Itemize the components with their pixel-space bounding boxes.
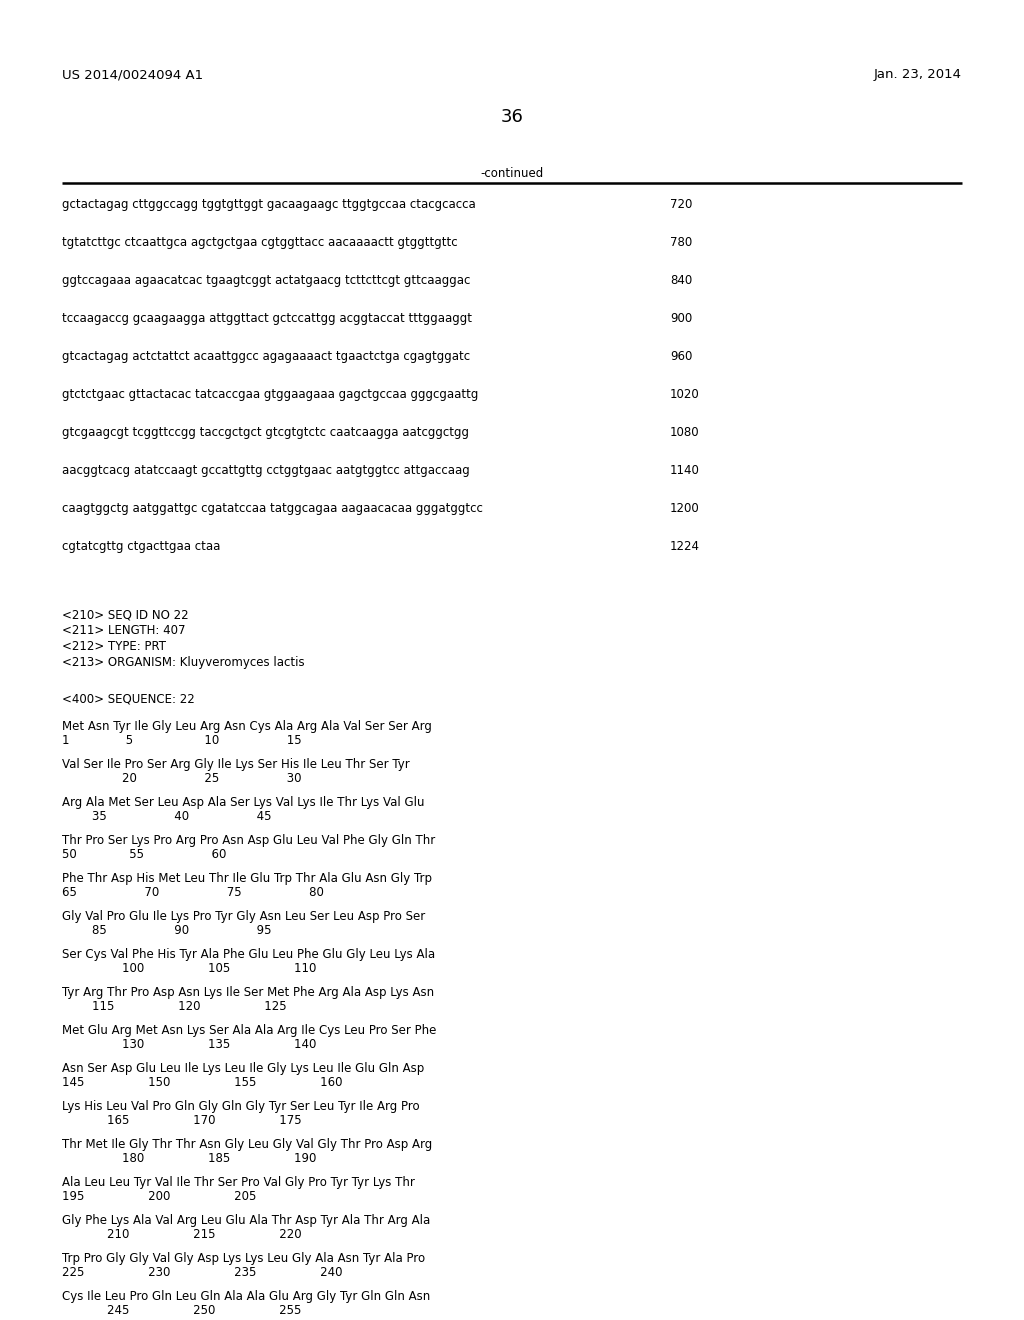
Text: 245                 250                 255: 245 250 255	[62, 1304, 301, 1317]
Text: Asn Ser Asp Glu Leu Ile Lys Leu Ile Gly Lys Leu Ile Glu Gln Asp: Asn Ser Asp Glu Leu Ile Lys Leu Ile Gly …	[62, 1063, 424, 1074]
Text: 1080: 1080	[670, 426, 699, 440]
Text: Thr Met Ile Gly Thr Thr Asn Gly Leu Gly Val Gly Thr Pro Asp Arg: Thr Met Ile Gly Thr Thr Asn Gly Leu Gly …	[62, 1138, 432, 1151]
Text: 65                  70                  75                  80: 65 70 75 80	[62, 886, 324, 899]
Text: gtctctgaac gttactacac tatcaccgaa gtggaagaaa gagctgccaa gggcgaattg: gtctctgaac gttactacac tatcaccgaa gtggaag…	[62, 388, 478, 401]
Text: aacggtcacg atatccaagt gccattgttg cctggtgaac aatgtggtcc attgaccaag: aacggtcacg atatccaagt gccattgttg cctggtg…	[62, 465, 470, 477]
Text: gtcgaagcgt tcggttccgg taccgctgct gtcgtgtctc caatcaagga aatcggctgg: gtcgaagcgt tcggttccgg taccgctgct gtcgtgt…	[62, 426, 469, 440]
Text: Gly Val Pro Glu Ile Lys Pro Tyr Gly Asn Leu Ser Leu Asp Pro Ser: Gly Val Pro Glu Ile Lys Pro Tyr Gly Asn …	[62, 909, 425, 923]
Text: 195                 200                 205: 195 200 205	[62, 1191, 256, 1203]
Text: 900: 900	[670, 312, 692, 325]
Text: Tyr Arg Thr Pro Asp Asn Lys Ile Ser Met Phe Arg Ala Asp Lys Asn: Tyr Arg Thr Pro Asp Asn Lys Ile Ser Met …	[62, 986, 434, 999]
Text: tgtatcttgc ctcaattgca agctgctgaa cgtggttacc aacaaaactt gtggttgttc: tgtatcttgc ctcaattgca agctgctgaa cgtggtt…	[62, 236, 458, 249]
Text: 20                  25                  30: 20 25 30	[62, 772, 301, 785]
Text: 780: 780	[670, 236, 692, 249]
Text: Ser Cys Val Phe His Tyr Ala Phe Glu Leu Phe Glu Gly Leu Lys Ala: Ser Cys Val Phe His Tyr Ala Phe Glu Leu …	[62, 948, 435, 961]
Text: 1140: 1140	[670, 465, 699, 477]
Text: US 2014/0024094 A1: US 2014/0024094 A1	[62, 69, 203, 81]
Text: 100                 105                 110: 100 105 110	[62, 962, 316, 975]
Text: ggtccagaaa agaacatcac tgaagtcggt actatgaacg tcttcttcgt gttcaaggac: ggtccagaaa agaacatcac tgaagtcggt actatga…	[62, 275, 470, 286]
Text: 85                  90                  95: 85 90 95	[62, 924, 271, 937]
Text: 145                 150                 155                 160: 145 150 155 160	[62, 1076, 342, 1089]
Text: <212> TYPE: PRT: <212> TYPE: PRT	[62, 640, 166, 653]
Text: 115                 120                 125: 115 120 125	[62, 1001, 287, 1012]
Text: <210> SEQ ID NO 22: <210> SEQ ID NO 22	[62, 609, 188, 620]
Text: Phe Thr Asp His Met Leu Thr Ile Glu Trp Thr Ala Glu Asn Gly Trp: Phe Thr Asp His Met Leu Thr Ile Glu Trp …	[62, 873, 432, 884]
Text: Ala Leu Leu Tyr Val Ile Thr Ser Pro Val Gly Pro Tyr Tyr Lys Thr: Ala Leu Leu Tyr Val Ile Thr Ser Pro Val …	[62, 1176, 415, 1189]
Text: caagtggctg aatggattgc cgatatccaa tatggcagaa aagaacacaa gggatggtcc: caagtggctg aatggattgc cgatatccaa tatggca…	[62, 502, 483, 515]
Text: gtcactagag actctattct acaattggcc agagaaaact tgaactctga cgagtggatc: gtcactagag actctattct acaattggcc agagaaa…	[62, 350, 470, 363]
Text: Val Ser Ile Pro Ser Arg Gly Ile Lys Ser His Ile Leu Thr Ser Tyr: Val Ser Ile Pro Ser Arg Gly Ile Lys Ser …	[62, 758, 410, 771]
Text: Met Glu Arg Met Asn Lys Ser Ala Ala Arg Ile Cys Leu Pro Ser Phe: Met Glu Arg Met Asn Lys Ser Ala Ala Arg …	[62, 1024, 436, 1038]
Text: 1200: 1200	[670, 502, 699, 515]
Text: <213> ORGANISM: Kluyveromyces lactis: <213> ORGANISM: Kluyveromyces lactis	[62, 656, 304, 669]
Text: cgtatcgttg ctgacttgaa ctaa: cgtatcgttg ctgacttgaa ctaa	[62, 540, 220, 553]
Text: <400> SEQUENCE: 22: <400> SEQUENCE: 22	[62, 692, 195, 705]
Text: -continued: -continued	[480, 168, 544, 180]
Text: gctactagag cttggccagg tggtgttggt gacaagaagc ttggtgccaa ctacgcacca: gctactagag cttggccagg tggtgttggt gacaaga…	[62, 198, 476, 211]
Text: tccaagaccg gcaagaagga attggttact gctccattgg acggtaccat tttggaaggt: tccaagaccg gcaagaagga attggttact gctccat…	[62, 312, 472, 325]
Text: 840: 840	[670, 275, 692, 286]
Text: Jan. 23, 2014: Jan. 23, 2014	[874, 69, 962, 81]
Text: Arg Ala Met Ser Leu Asp Ala Ser Lys Val Lys Ile Thr Lys Val Glu: Arg Ala Met Ser Leu Asp Ala Ser Lys Val …	[62, 796, 425, 809]
Text: Trp Pro Gly Gly Val Gly Asp Lys Lys Leu Gly Ala Asn Tyr Ala Pro: Trp Pro Gly Gly Val Gly Asp Lys Lys Leu …	[62, 1251, 425, 1265]
Text: 180                 185                 190: 180 185 190	[62, 1152, 316, 1166]
Text: 960: 960	[670, 350, 692, 363]
Text: Met Asn Tyr Ile Gly Leu Arg Asn Cys Ala Arg Ala Val Ser Ser Arg: Met Asn Tyr Ile Gly Leu Arg Asn Cys Ala …	[62, 719, 432, 733]
Text: 50              55                  60: 50 55 60	[62, 847, 226, 861]
Text: 35                  40                  45: 35 40 45	[62, 810, 271, 822]
Text: 210                 215                 220: 210 215 220	[62, 1228, 302, 1241]
Text: 1224: 1224	[670, 540, 700, 553]
Text: 36: 36	[501, 108, 523, 125]
Text: 130                 135                 140: 130 135 140	[62, 1038, 316, 1051]
Text: Gly Phe Lys Ala Val Arg Leu Glu Ala Thr Asp Tyr Ala Thr Arg Ala: Gly Phe Lys Ala Val Arg Leu Glu Ala Thr …	[62, 1214, 430, 1228]
Text: Lys His Leu Val Pro Gln Gly Gln Gly Tyr Ser Leu Tyr Ile Arg Pro: Lys His Leu Val Pro Gln Gly Gln Gly Tyr …	[62, 1100, 420, 1113]
Text: Cys Ile Leu Pro Gln Leu Gln Ala Ala Glu Arg Gly Tyr Gln Gln Asn: Cys Ile Leu Pro Gln Leu Gln Ala Ala Glu …	[62, 1290, 430, 1303]
Text: <211> LENGTH: 407: <211> LENGTH: 407	[62, 624, 185, 638]
Text: 1020: 1020	[670, 388, 699, 401]
Text: 720: 720	[670, 198, 692, 211]
Text: 225                 230                 235                 240: 225 230 235 240	[62, 1266, 342, 1279]
Text: 1               5                   10                  15: 1 5 10 15	[62, 734, 302, 747]
Text: Thr Pro Ser Lys Pro Arg Pro Asn Asp Glu Leu Val Phe Gly Gln Thr: Thr Pro Ser Lys Pro Arg Pro Asn Asp Glu …	[62, 834, 435, 847]
Text: 165                 170                 175: 165 170 175	[62, 1114, 302, 1127]
